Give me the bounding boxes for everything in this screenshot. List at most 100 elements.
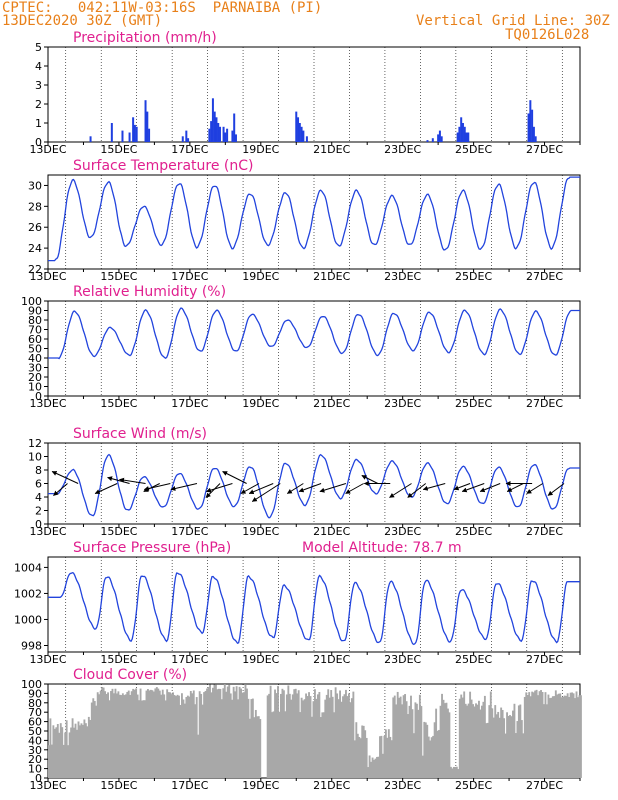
cloud-bar xyxy=(186,695,189,778)
cloud-bar xyxy=(198,691,201,778)
cloud-bar xyxy=(473,706,476,778)
x-tick-label: 19DEC xyxy=(242,143,279,156)
cloud-bar xyxy=(243,692,245,778)
wind-vector xyxy=(248,483,274,495)
cloud-bar xyxy=(578,695,581,778)
wind-vector xyxy=(53,483,68,496)
cloud-bar xyxy=(158,690,161,778)
cloud-bar xyxy=(455,766,458,778)
y-tick-label: 26 xyxy=(28,221,42,234)
cloud-bar xyxy=(451,768,454,778)
header-code: TQ0126L028 xyxy=(505,27,590,43)
cloud-bar xyxy=(566,693,569,778)
cloud-bar xyxy=(349,702,352,778)
x-tick-label: 15DEC xyxy=(100,653,137,666)
cloud-bar xyxy=(123,695,126,778)
cloud-bar xyxy=(210,692,213,778)
cloud-bar xyxy=(322,712,325,778)
cloud-bar xyxy=(309,696,312,778)
cloud-bar xyxy=(154,688,157,778)
header-datetime: 13DEC2020 30Z (GMT) xyxy=(2,13,163,29)
precip-bar xyxy=(531,109,534,142)
x-tick-label: 23DEC xyxy=(384,397,421,410)
cloud-bar xyxy=(491,708,494,778)
x-tick-label: 19DEC xyxy=(242,270,279,283)
cloud-bar xyxy=(507,715,510,778)
cloud-bar xyxy=(540,690,542,778)
cloud-bar xyxy=(364,730,367,778)
cloud-bar xyxy=(90,702,93,778)
x-tick-label: 21DEC xyxy=(313,143,350,156)
cloud-bar xyxy=(352,691,355,778)
cloud-bar xyxy=(288,693,291,778)
precip-bar xyxy=(300,126,303,142)
precip-bar xyxy=(456,132,459,142)
cloud-bar xyxy=(417,709,420,778)
cloud-bar xyxy=(287,685,290,778)
cloud-bar xyxy=(347,693,350,778)
y-tick-label: 2 xyxy=(35,98,42,111)
cloud-bar xyxy=(466,705,469,778)
cloud-bar xyxy=(189,690,192,778)
x-tick-label: 13DEC xyxy=(29,525,66,538)
series-line xyxy=(48,453,580,519)
cloud-bar xyxy=(334,687,337,778)
cloud-bar xyxy=(169,692,172,778)
precip-bar xyxy=(132,117,135,142)
cloud-bar xyxy=(277,686,279,778)
cloud-bar xyxy=(327,689,330,778)
cloud-bar xyxy=(59,723,62,778)
y-tick-label: 40 xyxy=(28,734,42,747)
cloud-bar xyxy=(225,691,228,778)
y-tick-label: 20 xyxy=(28,371,42,384)
cloud-bar xyxy=(414,702,417,778)
cloud-bar xyxy=(504,733,507,778)
cloud-bar xyxy=(517,705,520,778)
cloud-bar xyxy=(461,697,464,778)
cloud-bar xyxy=(324,699,327,778)
cloud-bar xyxy=(350,698,353,778)
cloud-bar xyxy=(290,699,293,778)
wind-vector xyxy=(361,475,379,484)
cloud-bar xyxy=(163,694,166,778)
cloud-bar xyxy=(514,733,517,778)
y-tick-label: 100 xyxy=(21,678,42,691)
cloud-bar xyxy=(89,719,92,778)
y-tick-label: 2 xyxy=(35,505,42,518)
precip-bar xyxy=(146,111,149,142)
cloud-bar xyxy=(497,711,500,778)
precip-bar xyxy=(185,130,188,142)
series-line xyxy=(48,572,580,646)
x-tick-label: 27DEC xyxy=(526,397,563,410)
wind-vector xyxy=(205,483,233,493)
x-tick-label: 23DEC xyxy=(384,779,421,792)
cloud-bar xyxy=(384,729,387,778)
cloud-bar xyxy=(240,688,242,778)
cloud-bar xyxy=(299,712,302,778)
wind-vector xyxy=(205,483,221,498)
cloud-bar xyxy=(231,699,234,778)
cloud-bar xyxy=(336,693,339,778)
cloud-bar xyxy=(130,691,133,778)
cloud-bar xyxy=(429,740,432,778)
cloud-bar xyxy=(523,696,526,778)
wind-vector xyxy=(453,483,471,491)
cloud-bar xyxy=(413,733,415,778)
y-tick-label: 4 xyxy=(35,491,42,504)
x-tick-label: 21DEC xyxy=(313,397,350,410)
cloud-bar xyxy=(254,709,257,778)
cloud-bar xyxy=(342,696,344,778)
cloud-bar xyxy=(293,689,296,778)
y-tick-label: 50 xyxy=(28,343,42,356)
cloud-bar xyxy=(147,689,149,778)
precip-bar xyxy=(226,128,229,142)
cloud-bar xyxy=(374,758,377,778)
y-tick-label: 998 xyxy=(21,639,42,652)
cloud-bar xyxy=(99,690,102,778)
y-tick-label: 10 xyxy=(28,381,42,394)
cloud-bar xyxy=(129,694,132,778)
y-tick-label: 0 xyxy=(35,390,42,403)
y-tick-label: 60 xyxy=(28,333,42,346)
cloud-bar xyxy=(430,737,433,778)
cloud-bar xyxy=(321,712,324,778)
